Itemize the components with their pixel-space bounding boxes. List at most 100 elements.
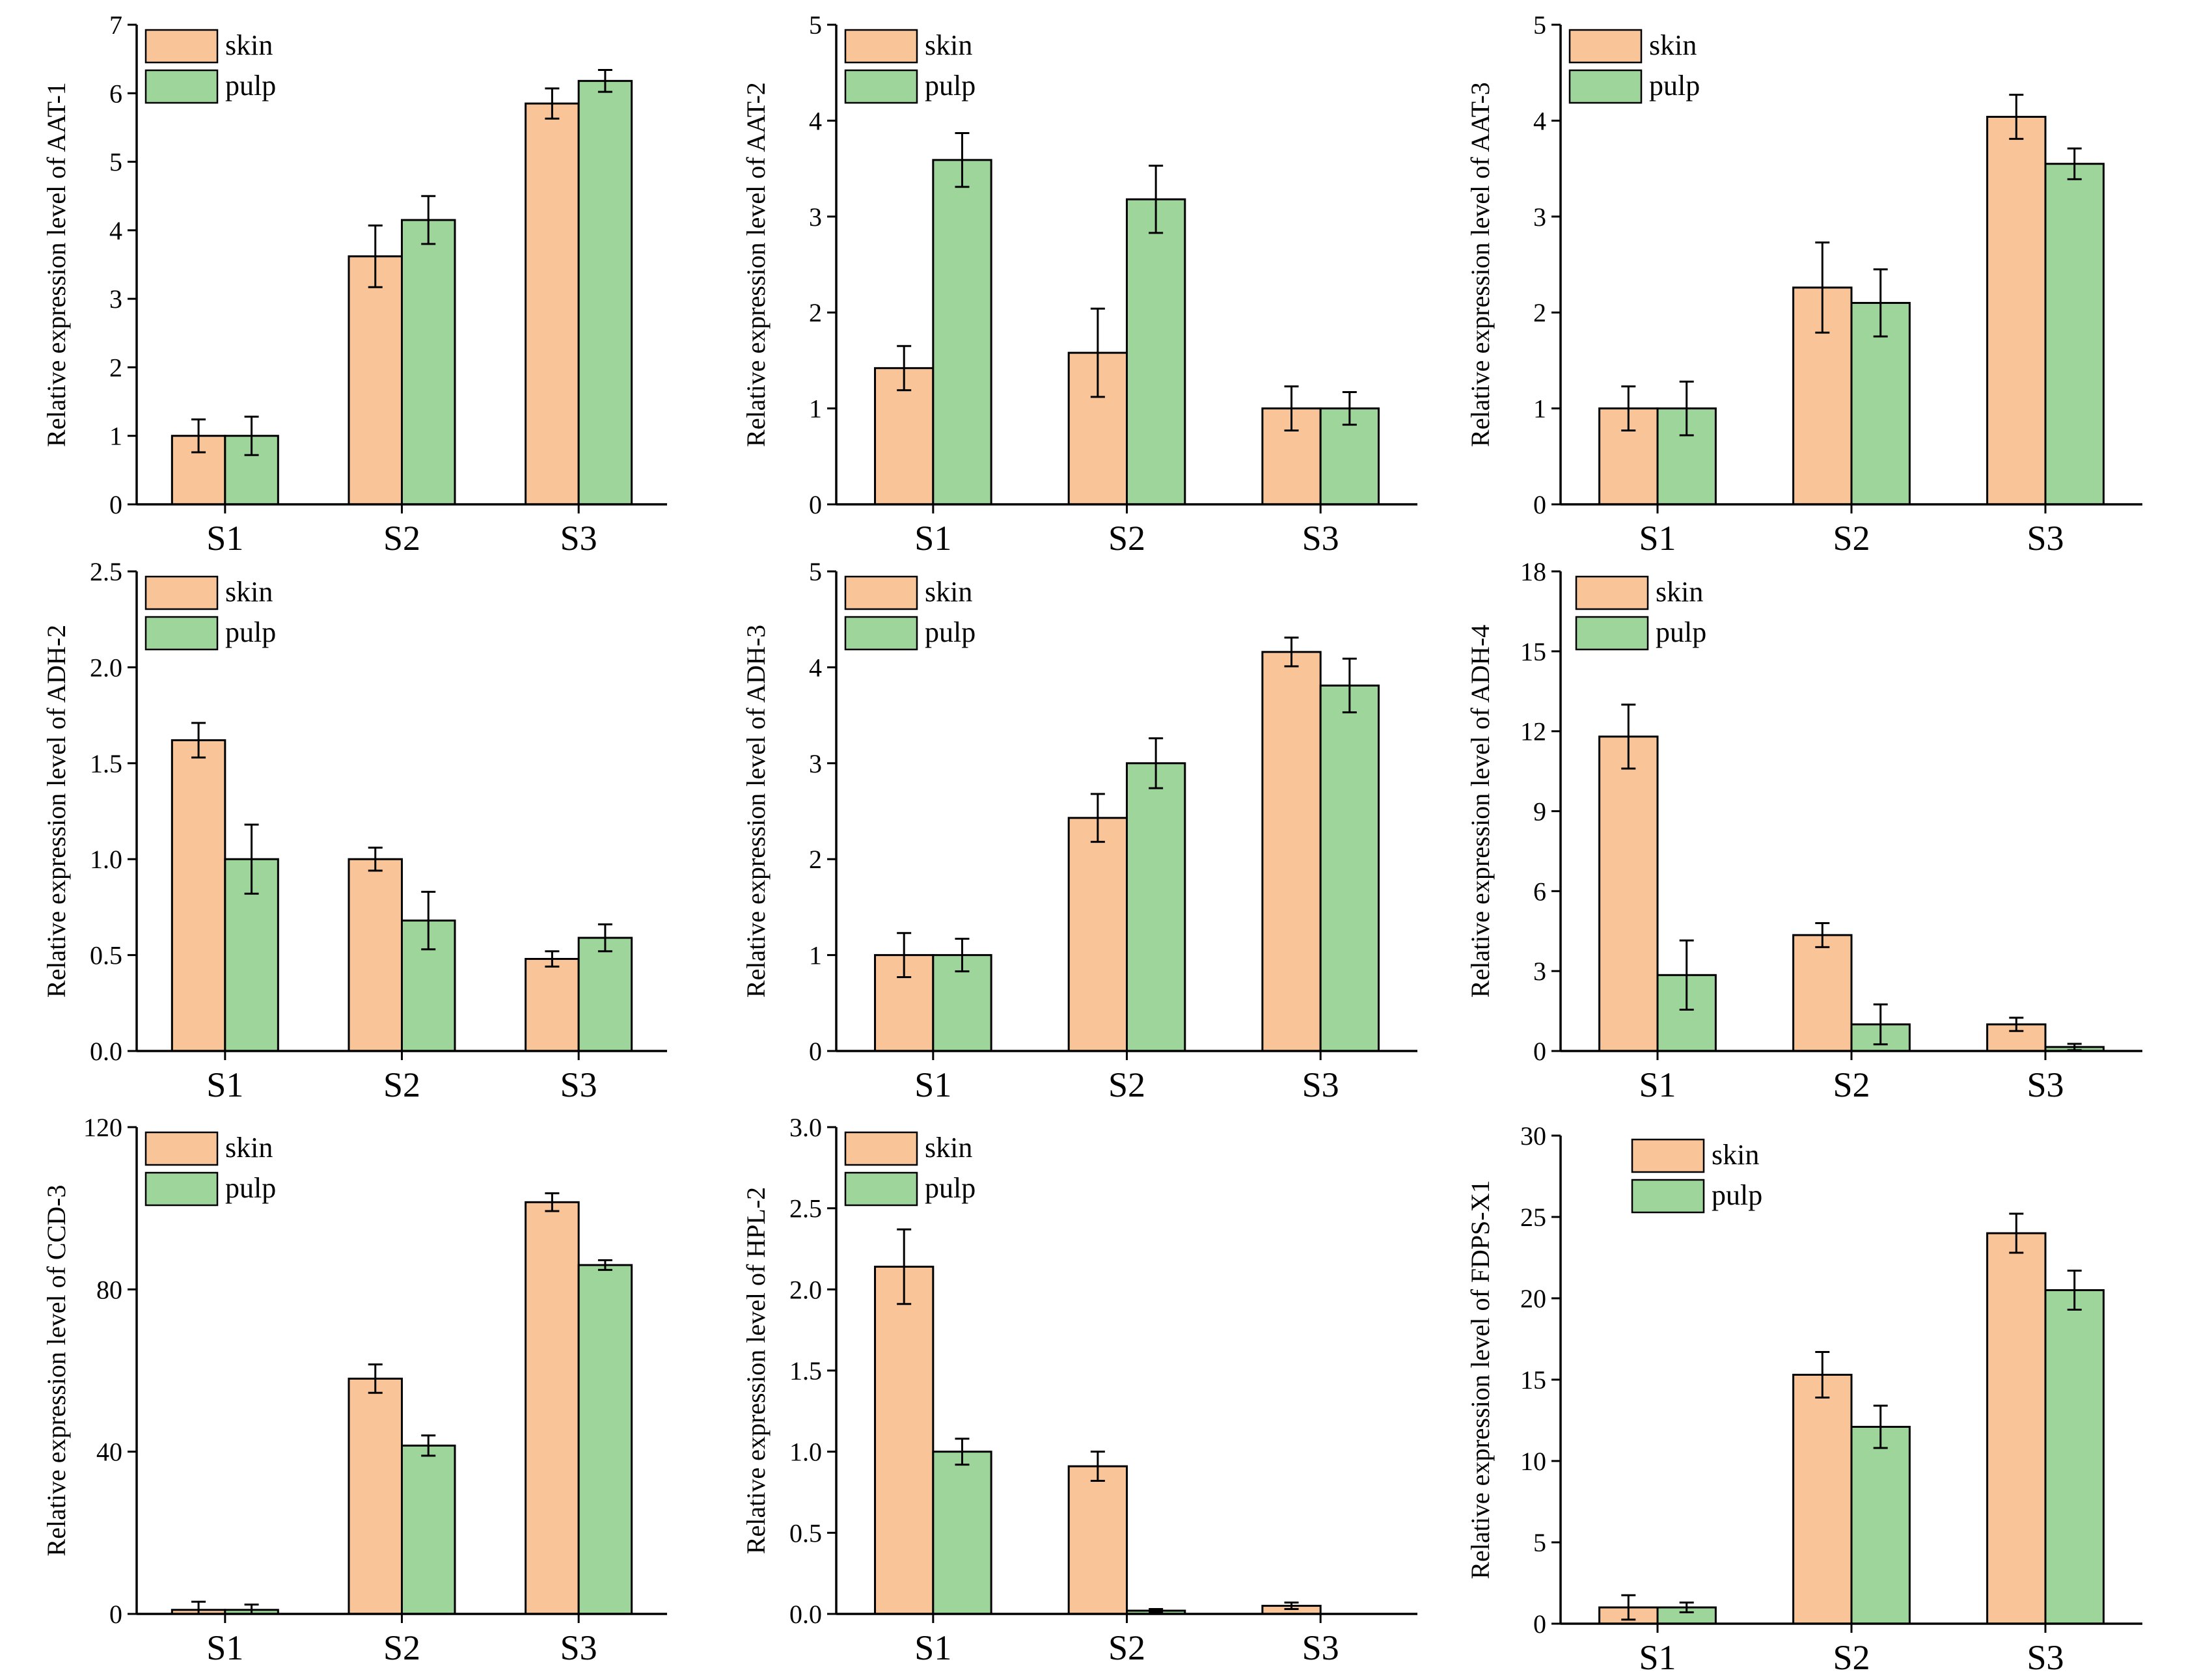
x-tick-label: S1 bbox=[914, 1628, 951, 1667]
bar-pulp-s3 bbox=[577, 79, 633, 506]
legend-swatch-pulp bbox=[1575, 616, 1649, 651]
error-bar-pulp-s3 bbox=[597, 923, 612, 953]
y-tick-label: 1 bbox=[809, 941, 822, 970]
y-tick-label: 15 bbox=[1520, 637, 1546, 666]
bar-skin-s1 bbox=[874, 1265, 935, 1615]
error-bar-skin-s1 bbox=[1621, 703, 1636, 770]
bar-skin-s1 bbox=[171, 739, 226, 1052]
legend-label-skin: skin bbox=[1649, 29, 1697, 61]
legend-swatch-skin bbox=[1568, 29, 1643, 64]
bar-pulp-s2 bbox=[1126, 198, 1186, 506]
error-bar-skin-s2 bbox=[368, 224, 383, 288]
x-tick-label: S2 bbox=[383, 1065, 420, 1104]
chart-panel-6: S1 S2 S3 0 3 6 9 12 15 18 Relative expression leve… bbox=[1466, 557, 2142, 1104]
legend-label-pulp: pulp bbox=[1656, 616, 1706, 648]
x-tick-label: S2 bbox=[1108, 1065, 1145, 1104]
legend-label-pulp: pulp bbox=[225, 616, 276, 648]
error-bar-pulp-s2 bbox=[1873, 1003, 1888, 1046]
bar-skin-s2 bbox=[348, 255, 403, 506]
x-tick-label: S3 bbox=[2027, 1638, 2064, 1677]
bar-skin-s2 bbox=[348, 1377, 403, 1615]
legend-label-skin: skin bbox=[1712, 1139, 1759, 1171]
x-tick-label: S3 bbox=[2027, 519, 2064, 558]
x-tick-label: S1 bbox=[206, 519, 243, 558]
chart-panel-5: S1 S2 S3 0 1 2 3 4 5 Relative expression level of… bbox=[741, 557, 1417, 1104]
error-bar-skin-s1 bbox=[191, 418, 206, 454]
legend-label-skin: skin bbox=[225, 1132, 273, 1164]
y-tick-label: 4 bbox=[809, 653, 822, 682]
y-tick-label: 2.0 bbox=[789, 1275, 822, 1304]
error-bar-skin-s2 bbox=[1090, 307, 1105, 398]
legend-label-skin: skin bbox=[225, 576, 273, 608]
error-bar-pulp-s2 bbox=[1149, 737, 1164, 789]
error-bar-skin-s1 bbox=[1621, 1594, 1636, 1621]
y-tick-label: 1.5 bbox=[90, 749, 122, 778]
y-tick-label: 1 bbox=[809, 394, 822, 424]
y-tick-label: 1.0 bbox=[90, 845, 122, 874]
y-tick-label: 2.5 bbox=[789, 1194, 822, 1223]
y-tick-label: 0 bbox=[1533, 1037, 1546, 1066]
error-bar-skin-s2 bbox=[368, 1363, 383, 1394]
x-tick-label: S2 bbox=[383, 1628, 420, 1667]
y-tick-label: 0 bbox=[109, 1600, 122, 1629]
error-bar-pulp-s2 bbox=[1873, 1404, 1888, 1449]
legend-label-pulp: pulp bbox=[925, 70, 976, 102]
y-tick-label: 30 bbox=[1520, 1121, 1546, 1151]
error-bar-pulp-s2 bbox=[1873, 268, 1888, 338]
y-tick-label: 80 bbox=[96, 1275, 122, 1304]
legend-swatch-pulp bbox=[844, 69, 918, 104]
bar-skin-s3 bbox=[525, 102, 580, 506]
legend-swatch-skin bbox=[144, 1131, 219, 1166]
error-bar-pulp-s1 bbox=[1679, 1602, 1694, 1613]
error-bar-skin-s2 bbox=[368, 847, 383, 872]
error-bar-skin-s2 bbox=[1815, 1351, 1830, 1399]
error-bar-skin-s3 bbox=[2009, 1017, 2024, 1032]
bar-pulp-s3 bbox=[2044, 163, 2105, 506]
y-tick-label: 0 bbox=[1533, 490, 1546, 519]
y-tick-label: 3 bbox=[809, 749, 822, 778]
legend-swatch-pulp bbox=[844, 1171, 918, 1207]
y-tick-label: 5 bbox=[109, 148, 122, 177]
y-axis-title: Relative expression level of AAT-1 bbox=[42, 82, 71, 447]
y-tick-label: 15 bbox=[1520, 1365, 1546, 1395]
y-tick-label: 25 bbox=[1520, 1203, 1546, 1232]
y-tick-label: 0.0 bbox=[90, 1037, 122, 1066]
bar-skin-s3 bbox=[1986, 116, 2047, 506]
bar-pulp-s2 bbox=[1850, 1426, 1911, 1625]
error-bar-skin-s3 bbox=[1284, 385, 1299, 432]
x-tick-label: S1 bbox=[206, 1628, 243, 1667]
x-tick-label: S1 bbox=[206, 1065, 243, 1104]
bar-pulp-s1 bbox=[932, 1451, 992, 1615]
error-bar-skin-s3 bbox=[545, 950, 560, 968]
chart-panel-7: S1 S2 S3 0 40 80 120 Relative expression level … bbox=[42, 1113, 667, 1667]
y-tick-label: 0.5 bbox=[90, 941, 122, 970]
chart-panel-3: S1 S2 S3 0 1 2 3 4 5 Relative expression level of… bbox=[1466, 10, 2142, 558]
legend-label-pulp: pulp bbox=[1649, 70, 1700, 102]
error-bar-pulp-s2 bbox=[1149, 165, 1164, 234]
x-tick-label: S1 bbox=[1639, 1638, 1676, 1677]
error-bar-pulp-s1 bbox=[955, 132, 970, 188]
bar-pulp-s2 bbox=[1126, 762, 1186, 1052]
bar-skin-s2 bbox=[1792, 1374, 1853, 1625]
y-tick-label: 4 bbox=[1533, 106, 1546, 135]
error-bar-skin-s3 bbox=[1284, 636, 1299, 668]
error-bar-pulp-s1 bbox=[244, 415, 259, 456]
bar-pulp-s3 bbox=[577, 1264, 633, 1615]
error-bar-pulp-s3 bbox=[2067, 1270, 2082, 1311]
y-axis-title: Relative expression level of ADH-3 bbox=[741, 625, 771, 998]
chart-panel-8: S1 S2 S3 0.0 0.5 1.0 1.5 2.0 2.5 3.0 Relative expr… bbox=[741, 1113, 1417, 1667]
x-tick-label: S1 bbox=[1639, 519, 1676, 558]
x-tick-label: S3 bbox=[560, 519, 597, 558]
error-bar-pulp-s2 bbox=[421, 890, 436, 951]
y-axis-title: Relative expression level of ADH-2 bbox=[42, 625, 71, 998]
y-axis-title: Relative expression level of AAT-3 bbox=[1466, 82, 1495, 447]
x-tick-label: S2 bbox=[383, 519, 420, 558]
bar-skin-s3 bbox=[1986, 1232, 2047, 1625]
y-tick-label: 0 bbox=[1533, 1609, 1546, 1639]
y-tick-label: 9 bbox=[1533, 797, 1546, 826]
chart-panel-2: S1 S2 S3 0 1 2 3 4 5 Relative expression level of… bbox=[741, 10, 1417, 558]
error-bar-skin-s3 bbox=[1284, 1602, 1299, 1611]
y-tick-label: 40 bbox=[96, 1438, 122, 1467]
legend-swatch-pulp bbox=[144, 616, 219, 651]
